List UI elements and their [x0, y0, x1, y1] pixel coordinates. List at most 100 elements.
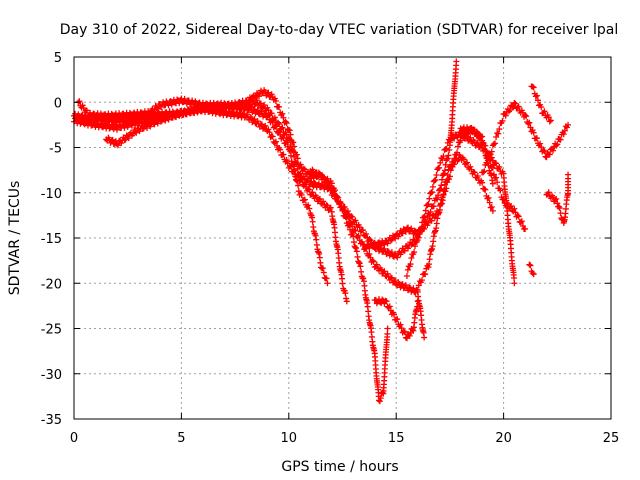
data-point	[342, 213, 349, 220]
data-point	[490, 141, 497, 148]
data-point	[265, 126, 272, 133]
data-point	[191, 110, 198, 117]
data-point	[464, 159, 471, 166]
data-point	[373, 261, 380, 268]
data-point	[353, 248, 360, 255]
data-point	[110, 114, 117, 121]
data-point	[367, 237, 374, 244]
data-point	[277, 146, 284, 153]
data-point	[489, 180, 496, 187]
data-point	[290, 139, 297, 146]
y-tick-label: 5	[54, 51, 62, 66]
data-point	[165, 102, 172, 109]
y-tick-label: 0	[54, 96, 62, 111]
data-point	[489, 207, 496, 214]
data-point	[344, 208, 351, 215]
data-point	[426, 256, 433, 263]
data-point	[402, 282, 409, 289]
data-point	[350, 239, 357, 246]
data-point	[78, 112, 85, 119]
data-point	[430, 238, 437, 245]
data-point	[415, 282, 422, 289]
data-point	[297, 161, 304, 168]
data-point	[514, 212, 521, 219]
data-point	[414, 237, 421, 244]
data-point	[561, 127, 568, 134]
data-point	[324, 280, 331, 287]
data-point	[387, 274, 394, 281]
data-point	[352, 227, 359, 234]
data-point	[482, 186, 489, 193]
data-point	[283, 139, 290, 146]
y-axis-label: SDTVAR / TECUs	[7, 181, 23, 296]
data-point	[380, 269, 387, 276]
data-point	[268, 110, 275, 117]
data-point	[287, 131, 294, 138]
data-point	[546, 151, 553, 158]
data-point	[295, 173, 302, 180]
data-point	[349, 223, 356, 230]
data-point	[410, 285, 417, 292]
data-point	[494, 179, 501, 186]
data-point	[538, 104, 545, 111]
data-point	[394, 254, 401, 261]
data-point	[545, 189, 552, 196]
data-point	[295, 182, 302, 189]
data-point	[369, 257, 376, 264]
data-point	[356, 260, 363, 267]
data-point	[376, 398, 383, 405]
data-point	[388, 249, 395, 256]
data-point	[428, 217, 435, 224]
data-point	[287, 163, 294, 170]
data-point	[481, 185, 488, 192]
data-point	[418, 277, 425, 284]
data-point	[403, 272, 410, 279]
data-point	[547, 117, 554, 124]
data-point	[128, 113, 135, 120]
data-point	[444, 171, 451, 178]
data-point	[157, 103, 164, 110]
data-point	[109, 136, 116, 143]
data-point	[532, 93, 539, 100]
data-point	[118, 140, 125, 147]
data-point	[283, 156, 290, 163]
data-point	[424, 202, 431, 209]
data-point	[511, 280, 518, 287]
data-point	[425, 201, 432, 208]
data-point	[269, 119, 276, 126]
data-point	[497, 187, 504, 194]
data-point	[507, 204, 514, 211]
data-point	[384, 325, 391, 332]
data-point	[444, 155, 451, 162]
data-point	[384, 270, 391, 277]
data-point	[451, 135, 458, 142]
data-point	[132, 122, 139, 129]
data-point	[268, 91, 275, 98]
data-point	[496, 163, 503, 170]
data-point	[432, 176, 439, 183]
series-arc-4	[103, 104, 350, 305]
series-arc-14	[543, 171, 572, 226]
data-point	[344, 222, 351, 229]
data-point	[408, 241, 415, 248]
data-point	[408, 254, 415, 261]
data-point	[294, 155, 301, 162]
data-point	[437, 201, 444, 208]
data-point	[565, 121, 572, 128]
data-point	[556, 205, 563, 212]
data-point	[404, 266, 411, 273]
data-point	[350, 233, 357, 240]
data-point	[433, 172, 440, 179]
data-point	[316, 254, 323, 261]
data-point	[387, 237, 394, 244]
data-point	[287, 148, 294, 155]
data-point	[481, 168, 488, 175]
data-point	[441, 186, 448, 193]
data-point	[557, 136, 564, 143]
data-point	[87, 109, 94, 116]
data-point	[316, 170, 323, 177]
data-point	[422, 207, 429, 214]
series-arc-1	[71, 97, 428, 341]
data-point	[354, 253, 361, 260]
data-point	[488, 148, 495, 155]
